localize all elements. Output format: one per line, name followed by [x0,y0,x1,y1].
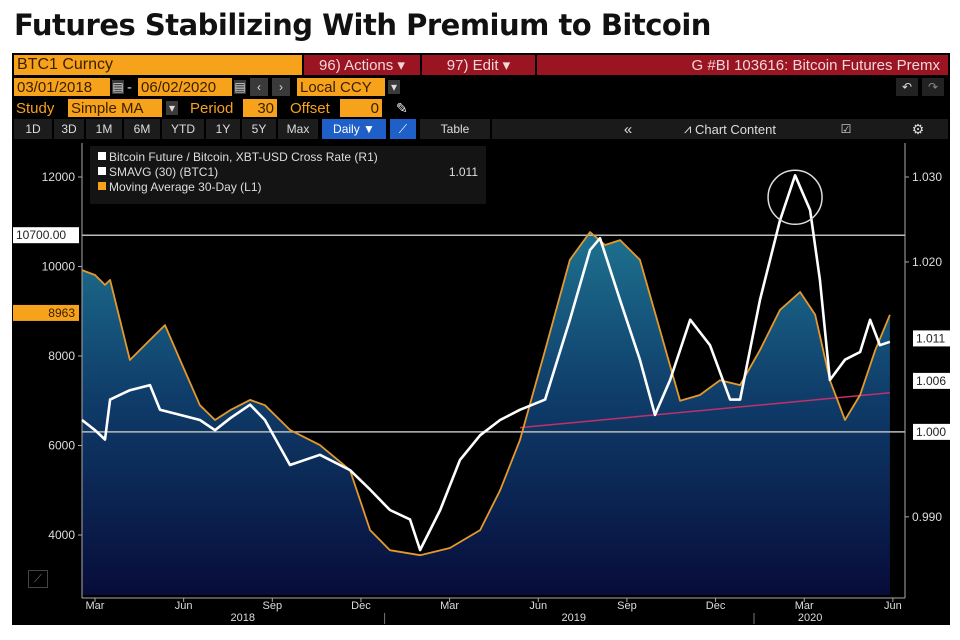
left-tick-label: 4000 [48,528,75,542]
chart-title: G #BI 103616: Bitcoin Futures Premx [537,55,948,75]
range-1d[interactable]: 1D [14,119,52,139]
legend-label: SMAVG (30) (BTC1) [109,165,218,179]
currency-select[interactable]: Local CCY [297,78,385,96]
ma-area-fill [82,232,890,595]
legend-swatch [98,167,106,175]
right-tick-label: 1.020 [912,255,942,269]
collapse-button[interactable]: « [623,120,633,138]
left-tick-label: 6000 [48,439,75,453]
frequency-select[interactable]: Daily ▼ [322,119,386,139]
edit-menu[interactable]: 97) Edit ▾ [422,55,535,75]
ratio-line [81,174,891,552]
pencil-icon[interactable]: ✎ [396,99,408,116]
year-label: 2020 [798,612,822,624]
x-tick-label: Jun [529,600,547,612]
prev-period-button[interactable]: ‹ [250,78,268,96]
redo-icon[interactable]: ↷ [922,78,944,96]
x-tick-label: Mar [86,600,105,612]
chart-type-icon[interactable]: ⟋ [28,570,48,588]
left-tick-label: 12000 [42,170,76,184]
ticker-input[interactable]: BTC1 Curncy [14,55,302,75]
legend-label: Bitcoin Future / Bitcoin, XBT-USD Cross … [109,150,378,164]
actions-menu[interactable]: 96) Actions ▾ [304,55,420,75]
year-label: 2019 [561,612,585,624]
range-1y[interactable]: 1Y [206,119,240,139]
calendar-icon[interactable]: ▤ [112,80,124,94]
x-tick-label: Sep [617,600,637,612]
undo-icon[interactable]: ↶ [896,78,918,96]
range-1m[interactable]: 1M [86,119,122,139]
x-tick-label: Mar [440,600,459,612]
study-label: Study [16,99,55,117]
right-tick-label: 1.030 [912,170,942,184]
chevron-down-icon[interactable]: ▾ [166,101,178,115]
chevron-down-icon[interactable]: ▾ [388,80,400,94]
range-ytd[interactable]: YTD [162,119,204,139]
calendar-icon[interactable]: ▤ [234,80,246,94]
legend-swatch [98,152,106,160]
legend-label: Moving Average 30-Day (L1) [109,180,262,194]
trendline [519,392,890,429]
last-value-box [13,304,79,321]
x-tick-label: Mar [795,600,814,612]
hline-label-box [913,423,955,440]
range-max[interactable]: Max [278,119,318,139]
page-title: Futures Stabilizing With Premium to Bitc… [14,8,711,42]
range-6m[interactable]: 6M [124,119,160,139]
left-tick-label: 8000 [48,349,75,363]
chart-icon: ⩘ [684,121,695,136]
period-input[interactable]: 30 [243,99,277,117]
date-separator: - [127,78,132,96]
table-button[interactable]: Table [420,119,490,139]
chart-content-label: Chart Content [695,121,776,137]
offset-label: Offset [290,99,330,117]
x-tick-label: Dec [351,600,371,612]
x-tick-label: Dec [706,600,726,612]
legend-value: 1.011 [449,165,478,179]
end-date-input[interactable]: 06/02/2020 [138,78,232,96]
legend-box [90,146,486,204]
last-value-label: 1.006 [916,374,946,388]
next-period-button[interactable]: › [272,78,290,96]
start-date-input[interactable]: 03/01/2018 [14,78,110,96]
highlight-circle [767,169,823,226]
edit-chart-icon[interactable]: ☑ [840,122,852,136]
line-chart-icon[interactable]: ⟋ [390,119,416,139]
last-value-label: 1.011 [916,331,945,345]
x-tick-label: Jun [175,600,193,612]
moving-average-line [81,231,891,557]
range-3d[interactable]: 3D [54,119,84,139]
range-5y[interactable]: 5Y [242,119,276,139]
gear-icon[interactable]: ⚙ [911,120,925,137]
study-select[interactable]: Simple MA [68,99,162,117]
offset-input[interactable]: 0 [340,99,382,117]
hline-label: 1.000 [916,425,946,439]
legend-swatch [98,182,106,190]
x-tick-label: Jun [884,600,902,612]
left-tick-label: 10000 [42,260,76,274]
chart-content-button[interactable]: ⩘ Chart Content [660,119,800,139]
x-tick-label: Sep [263,600,283,612]
right-tick-label: 0.990 [912,510,942,524]
last-value-box [913,330,955,347]
period-label: Period [190,99,234,117]
year-label: 2018 [231,612,255,624]
hline-label-box [13,227,79,244]
last-value-box [913,372,955,389]
last-value-label: 8963 [48,306,75,320]
hline-label: 10700.00 [16,228,66,242]
toolbar-filler [492,119,948,139]
